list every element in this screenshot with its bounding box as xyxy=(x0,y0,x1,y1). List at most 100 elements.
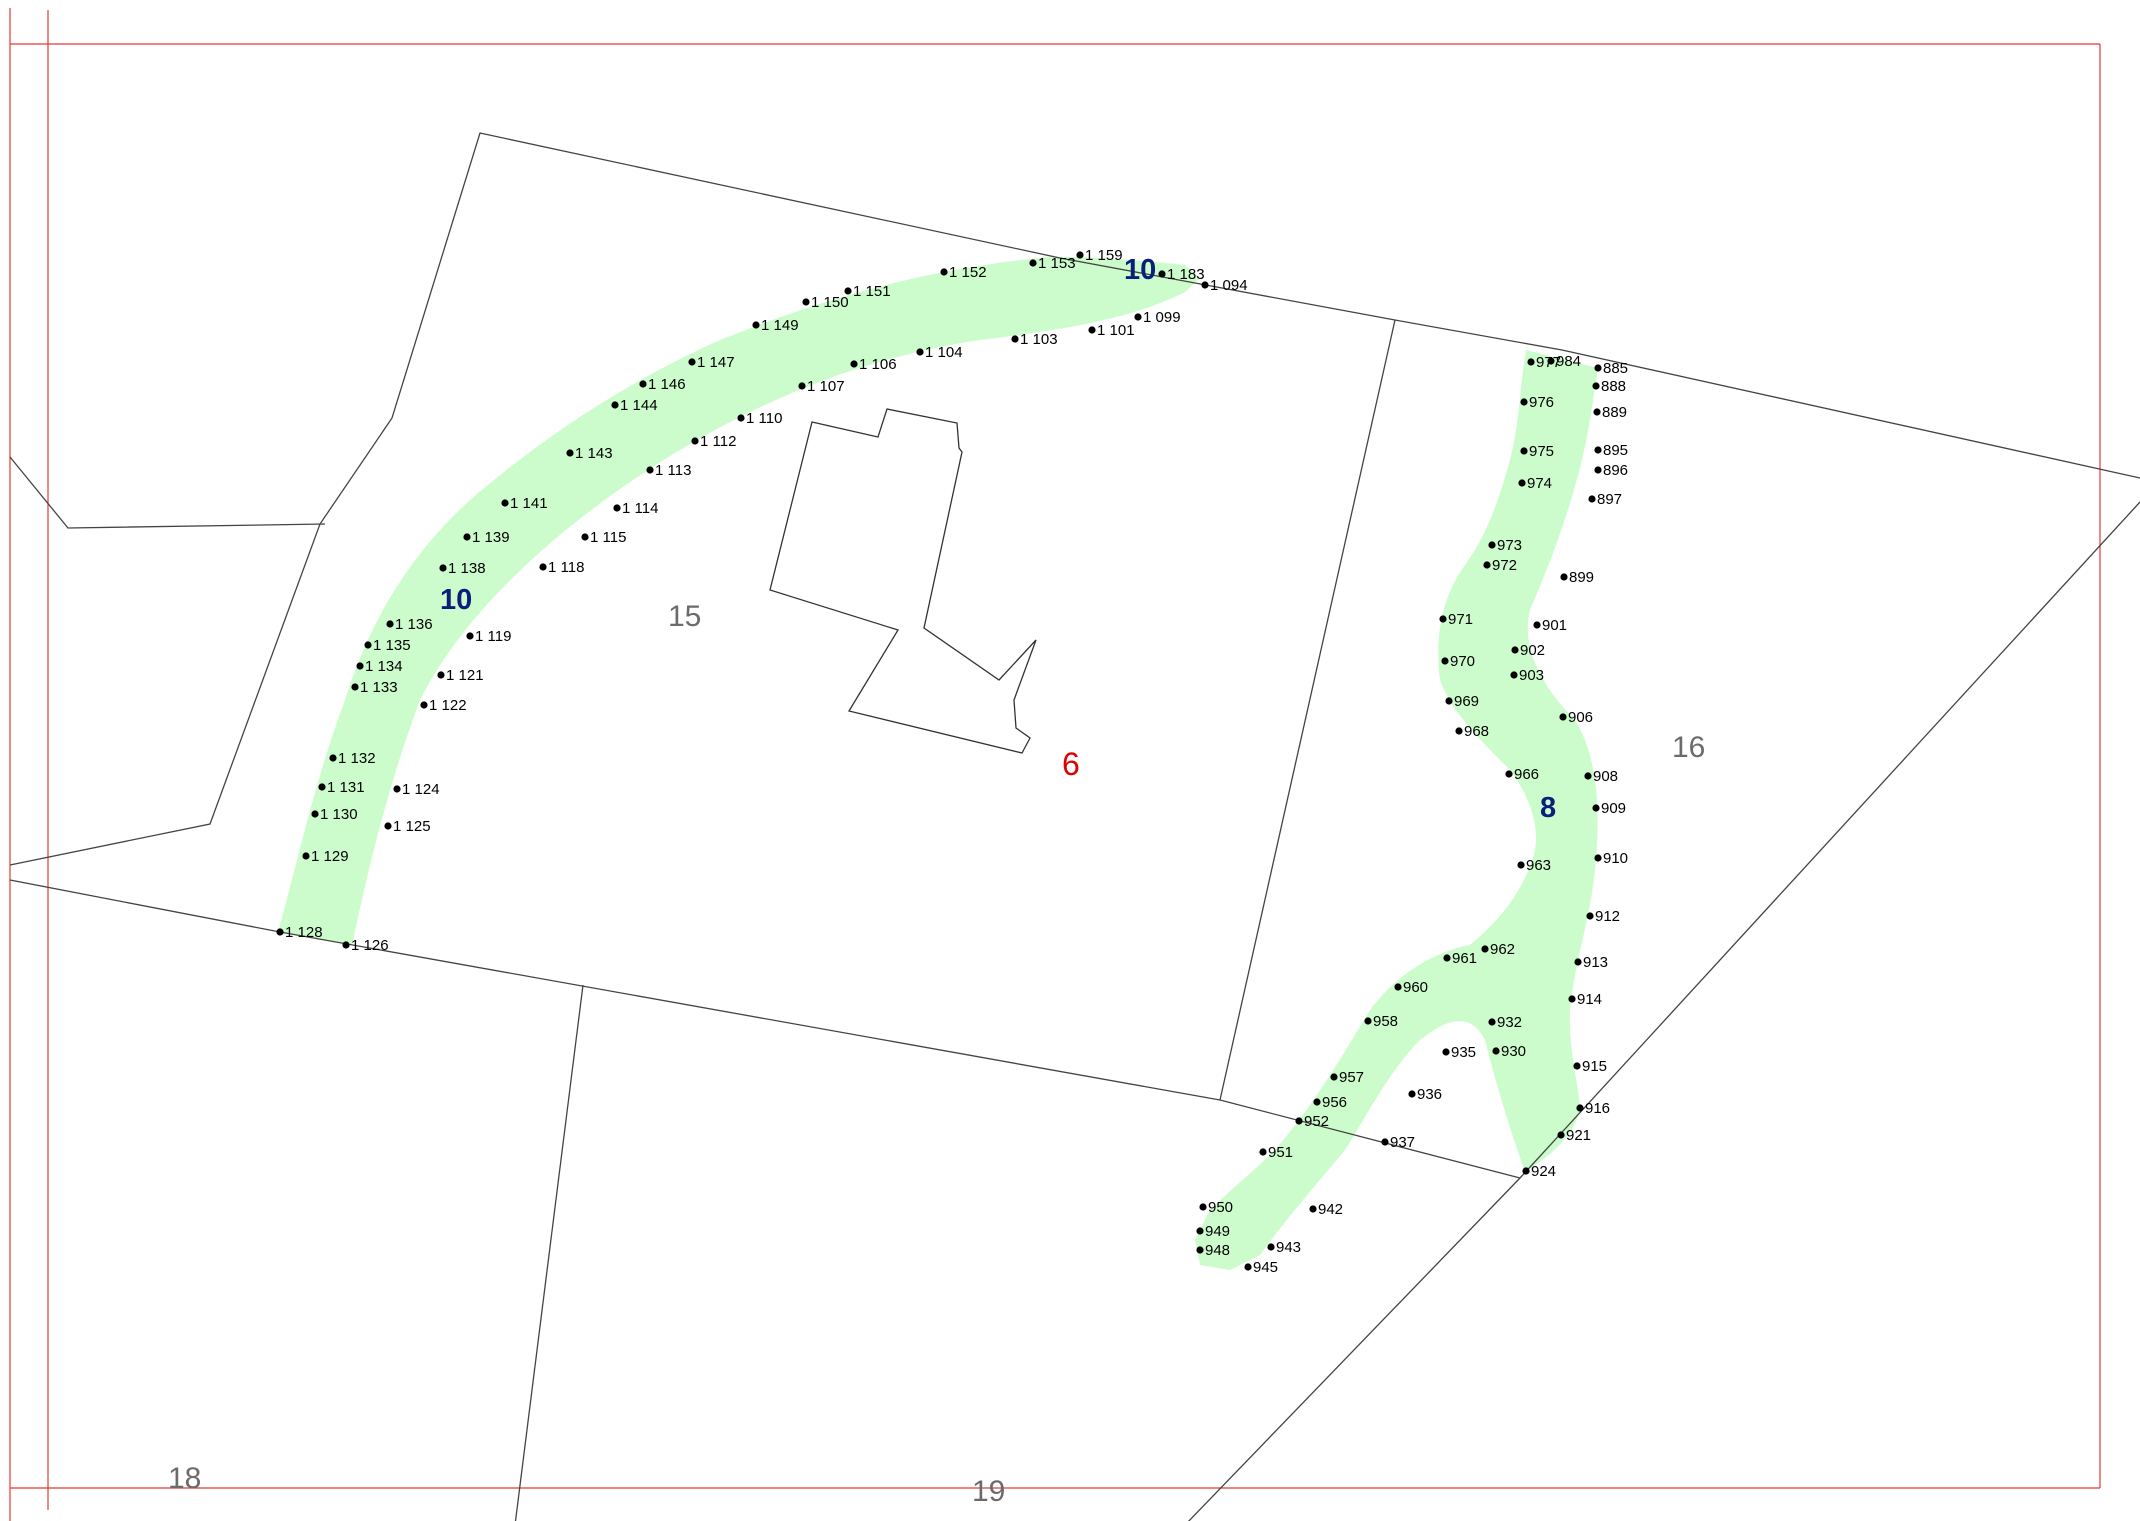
survey-point-right-label: 948 xyxy=(1205,1242,1230,1259)
survey-point-left-label: 1 149 xyxy=(761,317,799,334)
survey-point-left-marker xyxy=(940,268,948,276)
survey-point-right-label: 909 xyxy=(1601,800,1626,817)
survey-point-right-label: 973 xyxy=(1497,537,1522,554)
survey-point-right-label: 958 xyxy=(1373,1013,1398,1030)
survey-point-right-label: 902 xyxy=(1520,642,1545,659)
survey-point-right-marker xyxy=(1295,1117,1303,1125)
survey-point-right-marker xyxy=(1505,770,1513,778)
survey-point-right-marker xyxy=(1196,1246,1204,1254)
survey-point-left-marker xyxy=(356,662,364,670)
survey-point-left-label: 1 099 xyxy=(1143,309,1181,326)
survey-point-right-marker xyxy=(1492,1047,1500,1055)
survey-point-left-marker xyxy=(844,287,852,295)
survey-point-right-label: 966 xyxy=(1514,766,1539,783)
survey-point-right-label: 950 xyxy=(1208,1199,1233,1216)
survey-point-right-label: 903 xyxy=(1519,667,1544,684)
survey-point-right-label: 930 xyxy=(1501,1043,1526,1060)
survey-point-left-marker xyxy=(566,449,574,457)
survey-point-right-marker xyxy=(1522,1167,1530,1175)
survey-point-left-marker xyxy=(1088,326,1096,334)
survey-point-right-label: 932 xyxy=(1497,1014,1522,1031)
survey-point-left-marker xyxy=(646,466,654,474)
strip-number-left: 10 xyxy=(440,584,472,616)
survey-point-left-label: 1 147 xyxy=(697,354,735,371)
survey-point-right-marker xyxy=(1455,727,1463,735)
survey-point-right-label: 972 xyxy=(1492,557,1517,574)
survey-point-right-marker xyxy=(1510,671,1518,679)
parcel-number-16: 16 xyxy=(1672,731,1705,764)
survey-point-left-marker xyxy=(302,852,310,860)
survey-point-left-marker xyxy=(311,810,319,818)
building-number: 6 xyxy=(1062,746,1080,782)
survey-point-right-marker xyxy=(1394,983,1402,991)
survey-point-right-marker xyxy=(1517,861,1525,869)
survey-point-right-label: 913 xyxy=(1583,954,1608,971)
survey-point-left-marker xyxy=(1134,313,1142,321)
survey-point-left-label: 1 122 xyxy=(429,697,467,714)
survey-point-right-marker xyxy=(1199,1203,1207,1211)
building-outline xyxy=(769,408,1037,754)
survey-point-left-label: 1 151 xyxy=(853,283,891,300)
survey-point-left-marker xyxy=(276,928,284,936)
survey-point-left-marker xyxy=(581,533,589,541)
survey-point-right-marker xyxy=(1584,772,1592,780)
survey-point-right-label: 949 xyxy=(1205,1223,1230,1240)
survey-point-left-label: 1 121 xyxy=(446,667,484,684)
survey-point-right-marker xyxy=(1488,1018,1496,1026)
survey-point-right-label: 976 xyxy=(1529,394,1554,411)
survey-point-left-marker xyxy=(386,620,394,628)
survey-point-left-marker xyxy=(351,683,359,691)
survey-point-right-marker xyxy=(1196,1227,1204,1235)
survey-point-left-label: 1 159 xyxy=(1085,247,1123,264)
survey-point-right-marker xyxy=(1483,561,1491,569)
survey-point-right-label: 942 xyxy=(1318,1201,1343,1218)
survey-point-left-label: 1 143 xyxy=(575,445,613,462)
survey-point-right-marker xyxy=(1560,573,1568,581)
survey-point-left-marker xyxy=(639,380,647,388)
parcel-number-18: 18 xyxy=(168,1462,201,1495)
survey-point-right-marker xyxy=(1364,1017,1372,1025)
survey-point-right-label: 912 xyxy=(1595,908,1620,925)
survey-point-right-label: 957 xyxy=(1339,1069,1364,1086)
survey-point-left-marker xyxy=(1158,270,1166,278)
survey-point-right-label: 921 xyxy=(1566,1127,1591,1144)
survey-point-right-marker xyxy=(1594,854,1602,862)
survey-point-left-marker xyxy=(364,641,372,649)
survey-point-left-label: 1 183 xyxy=(1167,266,1205,283)
survey-point-left-label: 1 113 xyxy=(655,462,691,479)
survey-point-right-marker xyxy=(1520,447,1528,455)
survey-point-right-marker xyxy=(1594,466,1602,474)
survey-point-left-marker xyxy=(342,941,350,949)
survey-point-left-label: 1 104 xyxy=(925,344,963,361)
survey-point-right-marker xyxy=(1267,1243,1275,1251)
survey-point-left-marker xyxy=(466,632,474,640)
survey-point-right-marker xyxy=(1313,1098,1321,1106)
survey-point-right-marker xyxy=(1576,1104,1584,1112)
survey-point-right-marker xyxy=(1408,1090,1416,1098)
survey-point-left-label: 1 107 xyxy=(807,378,845,395)
easement-strips xyxy=(278,256,1598,1270)
survey-point-left-label: 1 138 xyxy=(448,560,486,577)
survey-point-right-marker xyxy=(1594,364,1602,372)
survey-point-right-marker xyxy=(1594,446,1602,454)
strip-number-right: 8 xyxy=(1540,792,1556,824)
survey-point-right-marker xyxy=(1586,912,1594,920)
survey-point-right-label: 901 xyxy=(1542,617,1567,634)
survey-point-left-marker xyxy=(420,701,428,709)
sheet-frame xyxy=(9,8,2101,1521)
survey-point-left-label: 1 103 xyxy=(1020,331,1058,348)
survey-point-right-marker xyxy=(1574,958,1582,966)
survey-point-left-marker xyxy=(329,754,337,762)
survey-point-right-marker xyxy=(1381,1138,1389,1146)
survey-point-left-label: 1 119 xyxy=(475,628,511,645)
survey-point-right-marker xyxy=(1442,1048,1450,1056)
survey-point-right-label: 924 xyxy=(1531,1163,1556,1180)
survey-point-left-label: 1 150 xyxy=(811,294,849,311)
survey-point-right-label: 916 xyxy=(1585,1100,1610,1117)
survey-point-right-label: 971 xyxy=(1448,611,1473,628)
survey-point-right-label: 895 xyxy=(1603,442,1628,459)
survey-point-left-marker xyxy=(439,564,447,572)
survey-point-right-marker xyxy=(1573,1062,1581,1070)
survey-point-right-marker xyxy=(1533,621,1541,629)
survey-point-right-marker xyxy=(1527,358,1535,366)
